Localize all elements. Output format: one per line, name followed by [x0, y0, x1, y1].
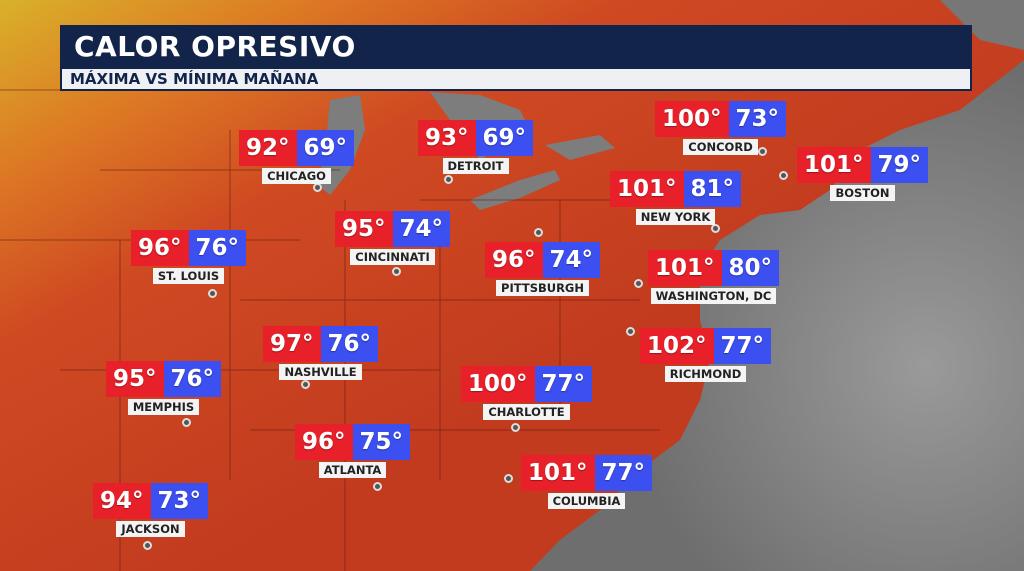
- city-dot-washington: [634, 279, 643, 288]
- low-temp: 79°: [870, 147, 929, 183]
- city-dot-jackson: [143, 541, 152, 550]
- city-name: NASHVILLE: [279, 364, 362, 380]
- city-boston: 101° 79° BOSTON: [797, 147, 929, 201]
- low-temp: 75°: [352, 424, 411, 460]
- city-atlanta: 96° 75° ATLANTA: [295, 424, 411, 478]
- city-dot-columbia: [504, 474, 513, 483]
- high-temp: 96°: [485, 242, 543, 278]
- low-temp: 77°: [713, 328, 772, 364]
- city-name: RICHMOND: [664, 366, 747, 382]
- low-temp: 69°: [475, 120, 534, 156]
- city-concord: 100° 73° CONCORD: [655, 101, 787, 155]
- high-temp: 101°: [521, 455, 595, 491]
- city-name: ATLANTA: [318, 462, 387, 478]
- high-temp: 92°: [239, 130, 297, 166]
- page-title: CALOR OPRESIVO: [74, 30, 356, 63]
- high-temp: 95°: [106, 361, 164, 397]
- city-dot-pittsburgh: [534, 228, 543, 237]
- city-name: COLUMBIA: [547, 493, 626, 509]
- low-temp: 77°: [594, 455, 653, 491]
- city-charlotte: 100° 77° CHARLOTTE: [461, 366, 593, 420]
- city-dot-boston: [779, 171, 788, 180]
- city-dot-charlotte: [511, 423, 520, 432]
- low-temp: 69°: [296, 130, 355, 166]
- city-dot-richmond: [626, 327, 635, 336]
- high-temp: 97°: [263, 326, 321, 362]
- city-dot-detroit: [444, 175, 453, 184]
- city-chicago: 92° 69° CHICAGO: [239, 130, 355, 184]
- low-temp: 80°: [721, 250, 780, 286]
- city-name: CHICAGO: [262, 168, 331, 184]
- city-name: PITTSBURGH: [496, 280, 589, 296]
- high-temp: 101°: [648, 250, 722, 286]
- high-temp: 94°: [93, 483, 151, 519]
- city-st-louis: 96° 76° ST. LOUIS: [131, 230, 247, 284]
- city-name: MEMPHIS: [127, 399, 200, 415]
- city-dot-atlanta: [373, 482, 382, 491]
- city-washington-dc: 101° 80° WASHINGTON, DC: [648, 250, 780, 304]
- high-temp: 101°: [797, 147, 871, 183]
- city-columbia: 101° 77° COLUMBIA: [521, 455, 653, 509]
- city-memphis: 95° 76° MEMPHIS: [106, 361, 222, 415]
- high-temp: 100°: [655, 101, 729, 137]
- city-new-york: 101° 81° NEW YORK: [610, 171, 742, 225]
- city-richmond: 102° 77° RICHMOND: [640, 328, 772, 382]
- city-name: CHARLOTTE: [483, 404, 570, 420]
- title-banner: CALOR OPRESIVO MÁXIMA VS MÍNIMA MAÑANA: [60, 25, 972, 91]
- city-dot-new-york: [711, 224, 720, 233]
- high-temp: 101°: [610, 171, 684, 207]
- city-pittsburgh: 96° 74° PITTSBURGH: [485, 242, 601, 296]
- lake-ontario: [545, 135, 615, 160]
- low-temp: 76°: [188, 230, 247, 266]
- low-temp: 73°: [728, 101, 787, 137]
- high-temp: 96°: [131, 230, 189, 266]
- page-subtitle: MÁXIMA VS MÍNIMA MAÑANA: [70, 70, 319, 88]
- high-temp: 93°: [418, 120, 476, 156]
- city-dot-st-louis: [208, 289, 217, 298]
- city-jackson: 94° 73° JACKSON: [93, 483, 209, 537]
- low-temp: 74°: [392, 211, 451, 247]
- city-name: CINCINNATI: [350, 249, 435, 265]
- city-dot-cincinnati: [392, 267, 401, 276]
- low-temp: 76°: [320, 326, 379, 362]
- city-name: BOSTON: [830, 185, 895, 201]
- low-temp: 73°: [150, 483, 209, 519]
- ocean: [530, 60, 1024, 571]
- city-dot-concord: [758, 147, 767, 156]
- low-temp: 77°: [534, 366, 593, 402]
- city-nashville: 97° 76° NASHVILLE: [263, 326, 379, 380]
- high-temp: 96°: [295, 424, 353, 460]
- high-temp: 95°: [335, 211, 393, 247]
- low-temp: 74°: [542, 242, 601, 278]
- high-temp: 100°: [461, 366, 535, 402]
- high-temp: 102°: [640, 328, 714, 364]
- city-name: NEW YORK: [635, 209, 716, 225]
- city-dot-nashville: [301, 380, 310, 389]
- low-temp: 81°: [683, 171, 742, 207]
- city-dot-memphis: [182, 418, 191, 427]
- city-name: WASHINGTON, DC: [650, 288, 777, 304]
- city-dot-chicago: [313, 183, 322, 192]
- ocean-north: [940, 0, 1024, 50]
- subtitle-banner: MÁXIMA VS MÍNIMA MAÑANA: [62, 69, 970, 89]
- city-detroit: 93° 69° DETROIT: [418, 120, 534, 174]
- low-temp: 76°: [163, 361, 222, 397]
- city-name: JACKSON: [116, 521, 185, 537]
- city-name: ST. LOUIS: [152, 268, 225, 284]
- city-name: CONCORD: [683, 139, 758, 155]
- city-name: DETROIT: [442, 158, 509, 174]
- city-cincinnati: 95° 74° CINCINNATI: [335, 211, 451, 265]
